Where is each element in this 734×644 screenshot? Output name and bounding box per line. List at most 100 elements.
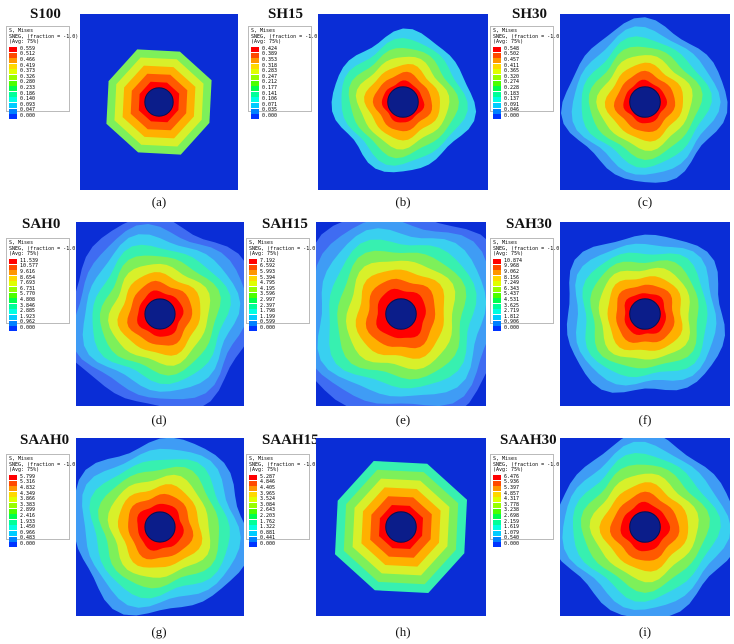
legend-value: 3.596 [260, 291, 276, 298]
legend-swatch [9, 97, 17, 103]
caption-e: (e) [395, 412, 411, 427]
contour-plot-saah15 [316, 438, 486, 616]
legend-row: 1.079 [493, 529, 551, 537]
legend-swatch [493, 480, 501, 486]
legend-swatch [9, 315, 17, 321]
legend-swatch [9, 108, 17, 114]
legend-row: 4.808 [9, 296, 67, 304]
legend-swatch [249, 281, 257, 287]
legend-row: 0.419 [9, 62, 67, 70]
legend-value: 0.106 [262, 96, 278, 103]
legend-value: 6.731 [20, 285, 36, 292]
legend-value: 0.000 [20, 112, 36, 119]
legend-header: SNEG, (fraction = -1.0) [249, 461, 319, 468]
legend-swatch [251, 63, 259, 69]
legend-row: 0.047 [9, 108, 67, 114]
legend-row: 1.450 [9, 525, 67, 531]
panel-title-sah0: SAH0 [22, 216, 61, 232]
legend-row: 4.531 [493, 296, 551, 304]
legend-row: 5.770 [9, 292, 67, 298]
legend-value: 0.389 [262, 51, 278, 58]
legend-row: 2.397 [249, 303, 307, 310]
panel-title-saah30: SAAH30 [500, 432, 557, 448]
legend-value: 4.808 [20, 296, 36, 303]
legend-row: 3.866 [9, 497, 67, 503]
legend-value: 0.140 [20, 96, 36, 103]
legend-swatch [493, 270, 501, 276]
legend-value: 1.812 [504, 313, 520, 320]
legend-value: 0.559 [20, 45, 36, 52]
legend-row: 0.228 [493, 85, 551, 92]
legend-swatch [249, 309, 257, 315]
legend-swatch [493, 292, 501, 298]
legend-swatch [9, 508, 17, 514]
legend-swatch [249, 475, 257, 481]
legend-row: 7.249 [493, 281, 551, 287]
panel-title-sh15: SH15 [268, 6, 304, 22]
legend-row: 0.512 [9, 52, 67, 58]
legend-row: 5.936 [493, 480, 551, 486]
legend-swatch [493, 486, 501, 492]
legend-value: 0.137 [504, 96, 520, 103]
legend-value: 4.531 [504, 296, 520, 303]
legend-value: 0.502 [504, 51, 520, 58]
legend-value: 0.000 [262, 112, 278, 119]
legend-sah15: S, Mises SNEG, (fraction = -1.0) (Avg: 75%… [246, 238, 318, 332]
contour-svg [560, 438, 730, 616]
central-hole [629, 511, 661, 543]
legend-swatch [9, 320, 17, 326]
legend-swatch [9, 497, 17, 503]
contour-svg [76, 222, 244, 406]
legend-swatch [251, 91, 259, 97]
legend-swatch [9, 303, 17, 309]
legend-row: 5.799 [9, 474, 67, 481]
legend-value: 0.035 [262, 107, 278, 114]
legend-value: 10.577 [20, 263, 39, 270]
central-hole [387, 86, 419, 118]
legend-header: S, Mises [493, 456, 518, 462]
legend-value: 1.933 [20, 518, 36, 525]
legend-row: 0.177 [251, 85, 309, 92]
legend-swatch [251, 69, 259, 75]
legend-value: 1.079 [504, 529, 520, 536]
legend-swatch [251, 47, 259, 53]
legend-header: SNEG, (fraction = -1.0) [251, 33, 321, 40]
legend-row: 0.353 [251, 57, 309, 64]
contour-svg [560, 14, 730, 190]
caption-d: (d) [151, 412, 167, 427]
legend-swatch [493, 475, 501, 481]
legend-row: 2.643 [249, 508, 307, 514]
legend-row: 0.093 [9, 102, 67, 109]
legend-row: 0.326 [9, 73, 67, 81]
central-hole [629, 298, 661, 330]
legend-header: (Avg: 75%) [249, 467, 280, 474]
legend-value: 0.320 [504, 73, 520, 80]
legend-row: 0.035 [251, 108, 309, 114]
legend-value: 0.419 [20, 62, 36, 69]
legend-swatch [493, 80, 501, 86]
legend-swatch [493, 315, 501, 321]
legend-value: 1.322 [260, 524, 276, 531]
legend-value: 0.326 [20, 73, 36, 80]
legend-value: 0.373 [20, 68, 36, 75]
legend-row: 3.596 [249, 292, 307, 298]
legend-value: 9.968 [504, 263, 520, 270]
legend-row: 1.762 [249, 519, 307, 526]
legend-value: 1.923 [20, 313, 36, 320]
legend-swatch [493, 531, 501, 537]
caption-g: (g) [151, 624, 167, 639]
legend-value: 1.450 [20, 524, 36, 531]
legend-value: 5.770 [20, 291, 36, 298]
caption-f: (f) [638, 412, 652, 427]
legend-row: 3.965 [249, 491, 307, 498]
legend-value: 7.249 [504, 280, 520, 287]
legend-swatch [9, 326, 17, 332]
legend-swatch [9, 486, 17, 492]
legend-row: 6.731 [9, 285, 67, 293]
legend-row: 5.316 [9, 480, 67, 486]
legend-row: 0.441 [249, 536, 307, 542]
legend-value: 0.512 [20, 51, 36, 58]
panel-title-s100: S100 [30, 6, 61, 22]
legend-swatch [9, 75, 17, 81]
